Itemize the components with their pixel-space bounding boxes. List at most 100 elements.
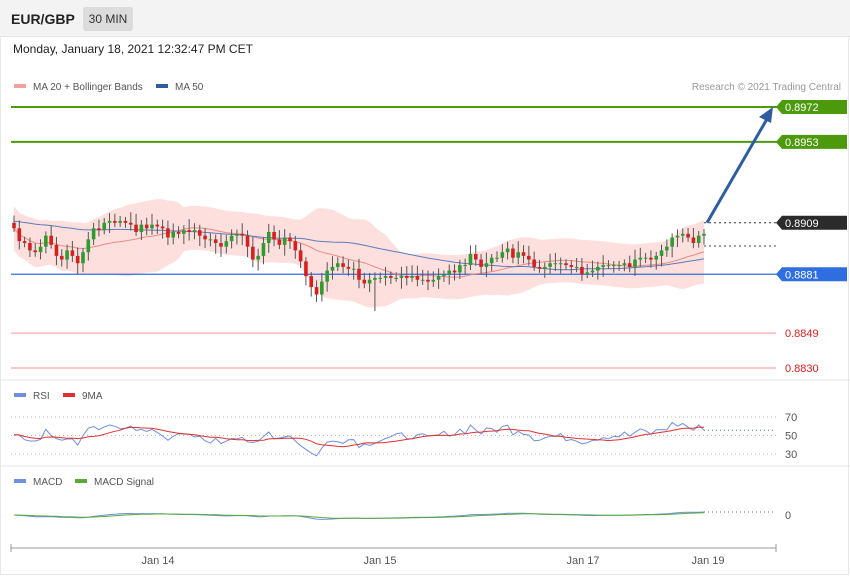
- level-tag-0.8909: [776, 215, 847, 230]
- candle-body: [335, 263, 340, 267]
- forecast-arrow-head: [759, 107, 773, 123]
- candle-body: [675, 235, 680, 238]
- candle-body: [564, 263, 568, 266]
- candle-body: [484, 263, 489, 267]
- candle-body: [362, 279, 367, 284]
- chart-header: EUR/GBP 30 MIN: [0, 0, 850, 37]
- candle-body: [97, 228, 101, 231]
- candle-body: [81, 252, 85, 264]
- level-tag-0.8881: [776, 267, 847, 282]
- candle-body: [521, 252, 526, 256]
- candle-body: [665, 246, 669, 251]
- candle-body: [171, 231, 176, 238]
- legend-signal-label: MACD Signal: [94, 477, 154, 488]
- candle-body: [553, 263, 558, 265]
- candle-body: [542, 266, 547, 269]
- rsi-tick-label: 50: [785, 431, 797, 443]
- candle-body: [537, 266, 542, 269]
- candle-body: [702, 233, 706, 236]
- candle-body: [649, 257, 653, 260]
- level-label-0.8909: 0.8909: [785, 218, 819, 230]
- candle-body: [235, 233, 239, 236]
- credit-label: Research © 2021 Trading Central: [692, 82, 841, 93]
- candle-body: [224, 241, 229, 247]
- candle-body: [569, 265, 574, 267]
- candle-body: [341, 263, 345, 267]
- candle-body: [367, 279, 372, 284]
- x-tick-label: Jan 17: [566, 555, 599, 567]
- candle-body: [410, 276, 414, 278]
- candle-body: [219, 243, 223, 247]
- level-label-0.8881: 0.8881: [785, 269, 819, 281]
- candle-body: [415, 276, 420, 280]
- candle-body: [511, 248, 515, 258]
- candle-body: [28, 243, 32, 251]
- candle-body: [617, 265, 621, 267]
- candle-body: [452, 270, 457, 273]
- bollinger-band-fill: [14, 199, 704, 308]
- candle-body: [633, 259, 637, 267]
- candle-body: [107, 220, 112, 223]
- candle-body: [314, 287, 319, 295]
- candle-body: [505, 248, 510, 253]
- candle-body: [65, 250, 69, 260]
- candle-body: [293, 241, 298, 251]
- candle-body: [70, 250, 75, 256]
- x-tick-label: Jan 14: [141, 555, 174, 567]
- candle-body: [670, 237, 674, 247]
- candle-body: [580, 266, 584, 275]
- candle-body: [473, 254, 478, 260]
- candle-body: [309, 276, 314, 288]
- candle-body: [139, 224, 144, 232]
- legend-9ma-label: 9MA: [82, 391, 103, 402]
- candle-body: [272, 231, 276, 240]
- level-tags: 0.8972 0.8953 0.8909 0.8881 0.8849 0.8830: [776, 100, 847, 375]
- candle-body: [420, 279, 425, 281]
- candle-body: [160, 226, 165, 229]
- candle-body: [240, 233, 245, 236]
- candle-body: [325, 270, 329, 282]
- candle-body: [404, 276, 409, 278]
- candle-body: [54, 244, 59, 256]
- candle-body: [489, 257, 494, 264]
- level-label-0.8849: 0.8849: [785, 328, 819, 340]
- candle-body: [638, 257, 643, 260]
- legend-rsi-label: RSI: [33, 391, 50, 402]
- x-tick-label: Jan 15: [363, 555, 396, 567]
- candle-body: [426, 279, 430, 282]
- candle-body: [601, 265, 605, 267]
- level-tag-0.8972: [776, 100, 847, 114]
- level-tag-0.8953: [776, 134, 847, 149]
- candle-body: [182, 230, 186, 234]
- candle-body: [585, 272, 590, 275]
- candle-body: [622, 263, 627, 266]
- legend-rsi-swatch: [14, 393, 26, 397]
- candle-body: [431, 279, 436, 282]
- candle-body: [251, 246, 255, 260]
- candlesticks: [12, 212, 706, 312]
- timeframe-button[interactable]: 30 MIN: [83, 7, 133, 31]
- candle-body: [12, 222, 16, 229]
- candle-body: [282, 237, 287, 245]
- candle-body: [463, 265, 467, 267]
- candle-body: [691, 237, 696, 244]
- rsi-tick-label: 70: [785, 412, 797, 424]
- candle-body: [389, 276, 393, 278]
- candle-body: [516, 252, 521, 258]
- level-label-0.8953: 0.8953: [785, 137, 819, 149]
- candle-body: [659, 250, 664, 256]
- candle-body: [680, 233, 685, 236]
- candle-body: [357, 268, 361, 280]
- candle-body: [208, 239, 213, 241]
- candle-body: [75, 255, 80, 264]
- candle-body: [176, 231, 181, 234]
- level-label-0.8972: 0.8972: [785, 102, 819, 114]
- candle-body: [590, 270, 595, 273]
- candle-body: [277, 239, 282, 245]
- level-lines: [11, 106, 780, 369]
- candle-body: [192, 230, 197, 232]
- candle-body: [458, 265, 462, 273]
- candle-body: [203, 235, 207, 240]
- forecast-arrow: [705, 107, 773, 224]
